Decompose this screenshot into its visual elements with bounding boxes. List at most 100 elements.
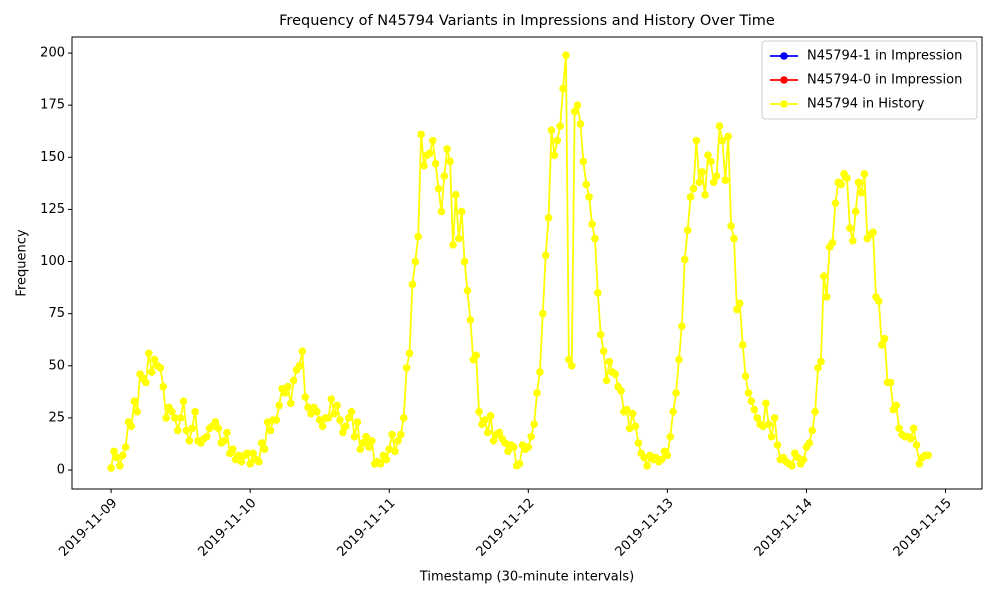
- point: [773, 441, 782, 449]
- point: [591, 234, 599, 243]
- point: [420, 161, 428, 170]
- point: [171, 414, 179, 422]
- point: [434, 184, 443, 193]
- point: [127, 422, 136, 431]
- point: [255, 457, 263, 466]
- x-tick-label: 2019-11-15: [891, 496, 955, 560]
- y-tick-label: 25: [48, 410, 65, 425]
- point: [298, 347, 307, 355]
- point: [391, 447, 399, 456]
- point: [837, 180, 845, 189]
- point: [570, 107, 579, 116]
- point: [223, 428, 231, 437]
- point: [814, 364, 822, 372]
- point: [640, 453, 648, 462]
- point: [454, 234, 463, 243]
- point: [596, 330, 605, 339]
- point: [767, 432, 776, 441]
- point: [388, 430, 396, 439]
- point: [341, 422, 350, 431]
- y-tick-label: 125: [40, 202, 65, 217]
- point: [147, 368, 156, 376]
- point: [295, 361, 304, 370]
- point: [588, 220, 596, 228]
- point: [753, 414, 761, 422]
- point: [906, 434, 915, 443]
- point: [553, 136, 562, 145]
- point: [481, 416, 489, 424]
- point: [483, 428, 492, 437]
- point: [365, 443, 373, 451]
- y-tick-label: 200: [40, 46, 65, 61]
- point: [547, 126, 556, 134]
- point: [495, 428, 504, 437]
- y-tick-label: 100: [40, 254, 65, 269]
- point: [356, 445, 365, 453]
- point: [307, 409, 315, 418]
- point: [428, 136, 437, 145]
- point: [263, 418, 272, 426]
- point: [324, 414, 333, 422]
- point: [304, 403, 312, 412]
- point: [359, 439, 367, 447]
- point: [417, 130, 425, 139]
- point: [544, 213, 553, 222]
- point: [811, 407, 819, 416]
- point: [799, 455, 808, 464]
- point: [426, 149, 434, 157]
- point: [585, 193, 593, 201]
- point: [118, 451, 127, 460]
- point: [457, 207, 466, 216]
- chart-title: Frequency of N45794 Variants in Impressi…: [279, 13, 775, 29]
- point: [909, 424, 918, 433]
- point: [707, 157, 715, 166]
- point: [504, 447, 512, 456]
- point: [625, 424, 634, 433]
- point: [573, 101, 582, 109]
- point: [408, 280, 417, 289]
- point: [536, 368, 544, 376]
- point: [594, 289, 602, 297]
- x-tick-label: 2019-11-09: [56, 496, 120, 560]
- point: [602, 376, 611, 385]
- point: [875, 297, 883, 305]
- point: [880, 334, 889, 343]
- point: [788, 462, 796, 470]
- point: [121, 443, 130, 451]
- point: [576, 120, 585, 128]
- point: [281, 389, 289, 397]
- y-tick-label: 150: [40, 150, 65, 165]
- x-axis-label: Timestamp (30-minute intervals): [419, 570, 634, 585]
- point: [431, 159, 440, 168]
- point: [764, 420, 773, 428]
- point: [486, 412, 495, 420]
- legend-marker: [780, 52, 788, 60]
- point: [533, 389, 541, 397]
- point: [538, 309, 547, 318]
- point: [617, 387, 625, 395]
- y-tick-label: 0: [57, 463, 65, 478]
- point: [831, 199, 840, 207]
- point: [524, 443, 533, 451]
- point: [634, 439, 643, 447]
- point: [611, 370, 620, 378]
- legend-label: N45794 in History: [807, 97, 925, 112]
- point: [735, 299, 744, 308]
- point: [368, 437, 376, 445]
- point: [605, 357, 614, 366]
- point: [350, 432, 359, 441]
- point: [489, 437, 498, 445]
- plot-frame: [71, 36, 983, 490]
- point: [686, 193, 695, 201]
- point: [820, 272, 828, 280]
- point: [191, 407, 199, 416]
- point: [437, 207, 446, 216]
- point: [362, 432, 370, 441]
- point: [113, 453, 121, 462]
- point: [808, 426, 817, 435]
- point: [402, 364, 411, 372]
- point: [579, 157, 588, 166]
- point: [344, 414, 353, 422]
- point: [854, 178, 863, 187]
- point: [822, 293, 831, 301]
